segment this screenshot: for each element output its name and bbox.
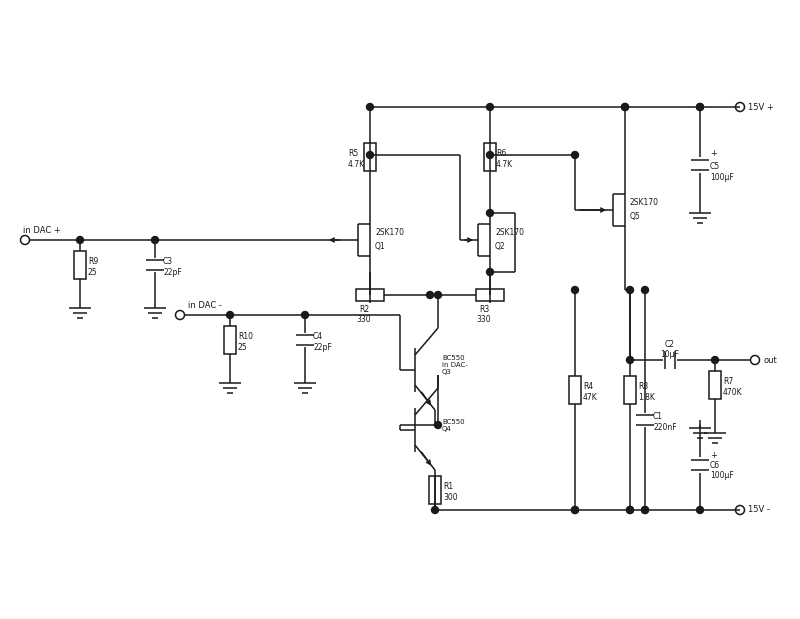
Text: 100μF: 100μF [710, 173, 734, 182]
Bar [429, 476, 441, 504]
Bar [624, 376, 636, 404]
Circle shape [302, 311, 309, 319]
Bar [356, 289, 384, 301]
Text: 4.7K: 4.7K [496, 160, 513, 169]
Circle shape [622, 103, 629, 111]
Circle shape [486, 269, 494, 275]
Text: out: out [763, 355, 777, 365]
Text: 25: 25 [238, 343, 248, 352]
Circle shape [642, 506, 649, 514]
Text: 330: 330 [357, 315, 371, 324]
Text: 1.8K: 1.8K [638, 393, 655, 402]
Circle shape [697, 103, 703, 111]
Circle shape [366, 152, 374, 158]
Circle shape [434, 292, 442, 298]
Text: +: + [710, 149, 717, 157]
Bar [709, 371, 721, 399]
Text: R6: R6 [496, 149, 506, 158]
Circle shape [642, 287, 649, 293]
Bar [476, 289, 504, 301]
Circle shape [626, 357, 634, 363]
Text: in DAC -: in DAC - [188, 301, 222, 310]
Text: R1: R1 [443, 482, 453, 491]
Text: R5: R5 [348, 149, 358, 158]
Text: C2: C2 [665, 340, 675, 349]
Text: BC550
Q4: BC550 Q4 [442, 418, 465, 431]
Circle shape [697, 103, 703, 111]
Circle shape [642, 506, 649, 514]
Circle shape [366, 103, 374, 111]
Bar [364, 143, 376, 171]
Circle shape [571, 506, 578, 514]
Circle shape [622, 103, 629, 111]
Circle shape [486, 209, 494, 217]
Text: C5: C5 [710, 162, 720, 171]
Bar [224, 326, 236, 354]
Text: 22pF: 22pF [313, 343, 332, 352]
Circle shape [226, 311, 234, 319]
Text: 2SK170: 2SK170 [495, 228, 524, 237]
Text: 2SK170: 2SK170 [630, 198, 659, 207]
Circle shape [151, 236, 158, 243]
Text: 330: 330 [477, 315, 491, 324]
Bar [484, 143, 496, 171]
Text: C1: C1 [653, 412, 663, 421]
Text: C3: C3 [163, 257, 173, 266]
Circle shape [571, 287, 578, 293]
Text: R8: R8 [638, 382, 648, 391]
Circle shape [426, 292, 434, 298]
Text: 47K: 47K [583, 393, 598, 402]
Text: 25: 25 [88, 268, 98, 277]
Text: C6: C6 [710, 461, 720, 469]
Text: R2: R2 [359, 305, 369, 314]
Text: 15V -: 15V - [748, 506, 770, 514]
Text: BC550
in DAC-
Q3: BC550 in DAC- Q3 [442, 355, 468, 375]
Circle shape [77, 236, 83, 243]
Text: +: + [710, 451, 717, 459]
Circle shape [486, 103, 494, 111]
Text: 100μF: 100μF [710, 470, 734, 480]
Bar [569, 376, 581, 404]
Circle shape [486, 152, 494, 158]
Text: 4.7K: 4.7K [348, 160, 365, 169]
Circle shape [571, 152, 578, 158]
Text: 220nF: 220nF [653, 423, 677, 432]
Text: R7: R7 [723, 377, 734, 386]
Circle shape [697, 506, 703, 514]
Text: C4: C4 [313, 332, 323, 341]
Text: Q5: Q5 [630, 212, 641, 221]
Text: Q2: Q2 [495, 242, 506, 251]
Circle shape [571, 506, 578, 514]
Text: R9: R9 [88, 257, 98, 266]
Circle shape [626, 506, 634, 514]
Circle shape [711, 357, 718, 363]
Text: 10μF: 10μF [661, 350, 679, 359]
Circle shape [626, 506, 634, 514]
Text: R10: R10 [238, 332, 253, 341]
Circle shape [431, 506, 438, 514]
Text: Q1: Q1 [375, 242, 386, 251]
Text: 470K: 470K [723, 388, 742, 397]
Text: in DAC +: in DAC + [23, 226, 61, 235]
Text: 15V +: 15V + [748, 103, 774, 111]
Circle shape [626, 287, 634, 293]
Bar [74, 251, 86, 279]
Text: 2SK170: 2SK170 [375, 228, 404, 237]
Circle shape [434, 422, 442, 428]
Text: R4: R4 [583, 382, 594, 391]
Text: R3: R3 [479, 305, 489, 314]
Text: 22pF: 22pF [163, 268, 182, 277]
Text: 300: 300 [443, 493, 458, 502]
